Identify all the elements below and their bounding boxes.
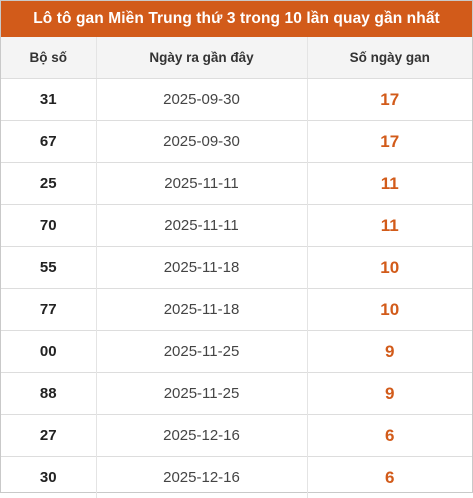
- cell-last-date: 2025-09-30: [96, 121, 307, 163]
- cell-gan-days: 11: [307, 205, 472, 247]
- cell-last-date: 2025-11-25: [96, 331, 307, 373]
- table-row: 55 2025-11-18 10: [1, 247, 472, 289]
- table-row: 88 2025-11-25 9: [1, 373, 472, 415]
- cell-number: 30: [1, 457, 96, 498]
- cell-last-date: 2025-11-18: [96, 247, 307, 289]
- cell-last-date: 2025-11-25: [96, 373, 307, 415]
- cell-gan-days: 6: [307, 415, 472, 457]
- table-row: 31 2025-09-30 17: [1, 79, 472, 121]
- cell-last-date: 2025-11-11: [96, 205, 307, 247]
- table-row: 30 2025-12-16 6: [1, 457, 472, 498]
- lo-gan-table: Bộ số Ngày ra gần đây Số ngày gan 31 202…: [1, 37, 472, 498]
- cell-gan-days: 11: [307, 163, 472, 205]
- cell-gan-days: 6: [307, 457, 472, 498]
- cell-number: 77: [1, 289, 96, 331]
- cell-gan-days: 10: [307, 247, 472, 289]
- cell-gan-days: 17: [307, 121, 472, 163]
- cell-number: 55: [1, 247, 96, 289]
- cell-last-date: 2025-11-11: [96, 163, 307, 205]
- table-row: 77 2025-11-18 10: [1, 289, 472, 331]
- cell-number: 27: [1, 415, 96, 457]
- cell-number: 88: [1, 373, 96, 415]
- cell-number: 67: [1, 121, 96, 163]
- table-row: 70 2025-11-11 11: [1, 205, 472, 247]
- cell-last-date: 2025-12-16: [96, 415, 307, 457]
- cell-last-date: 2025-11-18: [96, 289, 307, 331]
- table-row: 27 2025-12-16 6: [1, 415, 472, 457]
- cell-gan-days: 10: [307, 289, 472, 331]
- table-header-row: Bộ số Ngày ra gần đây Số ngày gan: [1, 37, 472, 79]
- panel-title: Lô tô gan Miền Trung thứ 3 trong 10 lần …: [1, 1, 472, 37]
- cell-last-date: 2025-12-16: [96, 457, 307, 498]
- cell-number: 00: [1, 331, 96, 373]
- cell-last-date: 2025-09-30: [96, 79, 307, 121]
- column-header-last-date: Ngày ra gần đây: [96, 37, 307, 79]
- cell-number: 25: [1, 163, 96, 205]
- column-header-gan-days: Số ngày gan: [307, 37, 472, 79]
- table-row: 25 2025-11-11 11: [1, 163, 472, 205]
- cell-gan-days: 9: [307, 373, 472, 415]
- table-row: 00 2025-11-25 9: [1, 331, 472, 373]
- cell-gan-days: 9: [307, 331, 472, 373]
- cell-number: 31: [1, 79, 96, 121]
- column-header-number: Bộ số: [1, 37, 96, 79]
- cell-number: 70: [1, 205, 96, 247]
- table-row: 67 2025-09-30 17: [1, 121, 472, 163]
- cell-gan-days: 17: [307, 79, 472, 121]
